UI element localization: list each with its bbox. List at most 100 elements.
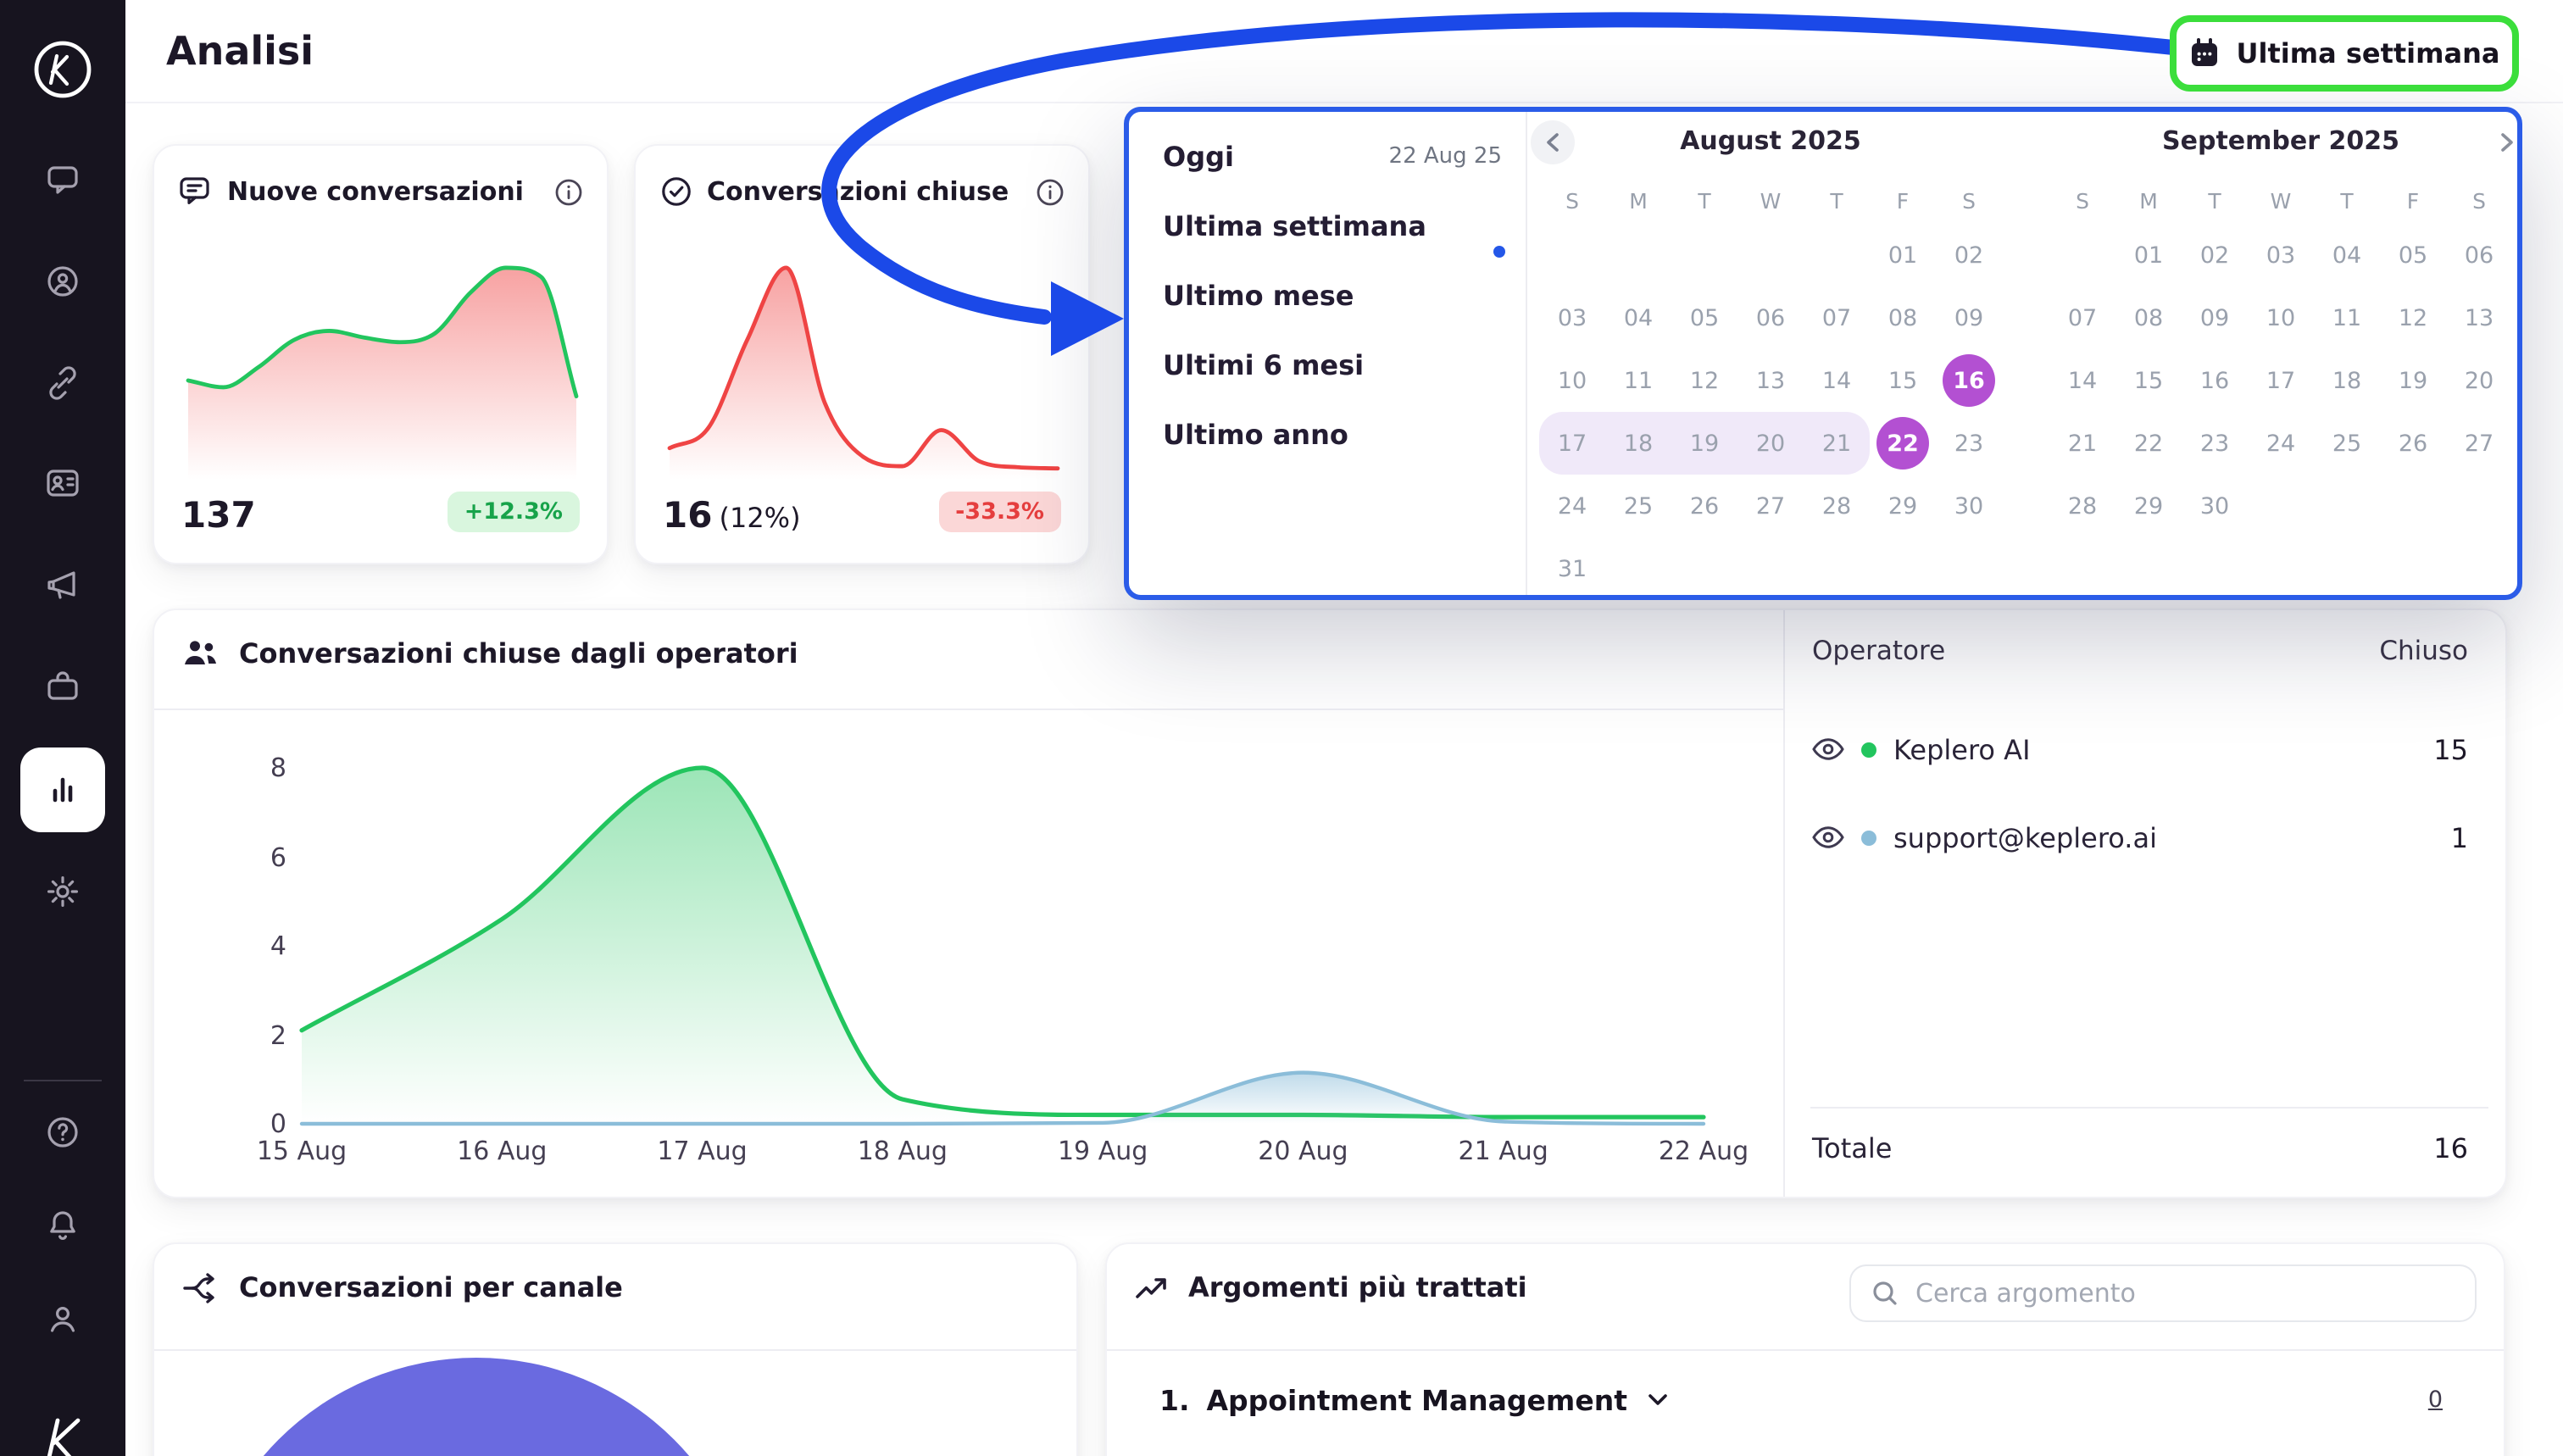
calendar-day-02[interactable]: 02 — [2199, 242, 2230, 269]
calendar-day-23[interactable]: 23 — [1954, 430, 1984, 457]
calendar-day-16[interactable]: 16 — [2199, 367, 2230, 394]
calendar-day-04[interactable]: 04 — [2332, 242, 2362, 269]
calendar-day-24[interactable]: 24 — [1557, 492, 1587, 520]
calendar-day-12[interactable]: 12 — [1689, 367, 1720, 394]
eye-icon[interactable] — [1812, 825, 1844, 849]
bell-icon — [50, 1211, 75, 1240]
calendar-day-22[interactable]: 22 — [1870, 412, 1936, 475]
calendar-day-08[interactable]: 08 — [2133, 304, 2164, 331]
calendar-day-19[interactable]: 19 — [1671, 412, 1737, 475]
weekday-label: T — [2208, 187, 2221, 213]
calendar-day-14[interactable]: 14 — [2067, 367, 2098, 394]
calendar-day-19[interactable]: 19 — [2398, 367, 2428, 394]
sidebar-item-notifications[interactable] — [24, 1186, 102, 1264]
preset-option-oggi[interactable]: Oggi 22 Aug 25 — [1129, 122, 1526, 192]
sidebar-item-contacts[interactable] — [24, 444, 102, 522]
calendar-day-27[interactable]: 27 — [1755, 492, 1786, 520]
sidebar-item-automations[interactable] — [24, 647, 102, 725]
calendar-day-30[interactable]: 30 — [2199, 492, 2230, 520]
topic-list: 1. Appointment Management 0 2. Billing and P… — [1107, 1366, 2504, 1456]
info-icon[interactable] — [1036, 177, 1065, 206]
calendar-day-20[interactable]: 20 — [1737, 412, 1804, 475]
calendar-day-01[interactable]: 01 — [1888, 242, 1918, 269]
stat-card-closed-conversations: Conversazioni chiuse 16 (12%) -33.3% — [634, 144, 1090, 564]
calendar-day-09[interactable]: 09 — [2199, 304, 2230, 331]
preset-option-ultimi-6-mesi[interactable]: Ultimi 6 mesi — [1129, 331, 1526, 400]
calendar-day-10[interactable]: 10 — [2266, 304, 2296, 331]
search-icon — [1871, 1280, 1899, 1307]
calendar-day-26[interactable]: 26 — [2398, 430, 2428, 457]
calendar-day-07[interactable]: 07 — [1821, 304, 1852, 331]
calendar-day-22[interactable]: 22 — [2133, 430, 2164, 457]
calendar-day-11[interactable]: 11 — [1623, 367, 1654, 394]
calendar-day-11[interactable]: 11 — [2332, 304, 2362, 331]
next-month-button[interactable] — [2485, 120, 2529, 164]
calendar-day-29[interactable]: 29 — [2133, 492, 2164, 520]
sidebar-item-ai-agent[interactable] — [24, 242, 102, 320]
info-icon[interactable] — [554, 177, 583, 206]
calendar-day-15[interactable]: 15 — [2133, 367, 2164, 394]
calendar-day-30[interactable]: 30 — [1954, 492, 1984, 520]
sidebar-item-help[interactable] — [24, 1093, 102, 1171]
calendar-day-21[interactable]: 21 — [2067, 430, 2098, 457]
calendar-day-31[interactable]: 31 — [1557, 555, 1587, 582]
topic-row[interactable]: 1. Appointment Management 0 — [1107, 1366, 2504, 1434]
calendar-day-05[interactable]: 05 — [2398, 242, 2428, 269]
keplero-logo[interactable] — [32, 39, 93, 100]
calendar-day-07[interactable]: 07 — [2067, 304, 2098, 331]
calendar-day-26[interactable]: 26 — [1689, 492, 1720, 520]
sidebar-item-integrations[interactable] — [24, 344, 102, 422]
preset-option-ultimo-anno[interactable]: Ultimo anno — [1129, 400, 1526, 470]
calendar-day-18[interactable]: 18 — [2332, 367, 2362, 394]
sidebar-item-analytics[interactable] — [20, 747, 105, 832]
calendar-day-25[interactable]: 25 — [1623, 492, 1654, 520]
operators-area-chart — [299, 765, 1706, 1126]
calendar-day-05[interactable]: 05 — [1689, 304, 1720, 331]
calendar-day-16[interactable]: 16 — [1936, 349, 2002, 412]
calendar-day-06[interactable]: 06 — [2464, 242, 2494, 269]
ops-y-axis: 8 6 4 2 0 — [222, 610, 286, 1197]
search-input[interactable] — [1849, 1264, 2477, 1322]
sidebar-item-profile[interactable] — [24, 1280, 102, 1358]
calendar-empty-cell — [1737, 537, 1804, 600]
calendar-day-06[interactable]: 06 — [1755, 304, 1786, 331]
calendar-day-25[interactable]: 25 — [2332, 430, 2362, 457]
topics-panel: Argomenti più trattati 1. Appointment Man… — [1105, 1242, 2505, 1456]
calendar-day-12[interactable]: 12 — [2398, 304, 2428, 331]
calendar-day-28[interactable]: 28 — [1821, 492, 1852, 520]
calendar-day-09[interactable]: 09 — [1954, 304, 1984, 331]
sidebar-item-settings[interactable] — [24, 853, 102, 931]
eye-icon[interactable] — [1812, 737, 1844, 761]
card-value: 16 (12%) — [663, 495, 801, 536]
topic-count-link[interactable]: 0 — [2427, 1387, 2443, 1414]
calendar-day-04[interactable]: 04 — [1623, 304, 1654, 331]
calendar-day-27[interactable]: 27 — [2464, 430, 2494, 457]
calendar-day-02[interactable]: 02 — [1954, 242, 1984, 269]
calendar-empty-cell — [1804, 224, 1870, 286]
sidebar-item-conversations[interactable] — [24, 141, 102, 219]
calendar-day-01[interactable]: 01 — [2133, 242, 2164, 269]
calendar-day-21[interactable]: 21 — [1804, 412, 1870, 475]
calendar-day-03[interactable]: 03 — [1557, 304, 1587, 331]
topic-row[interactable]: 2. Billing and Payments — [1107, 1434, 2504, 1456]
calendar-day-29[interactable]: 29 — [1888, 492, 1918, 520]
preset-option-ultimo-mese[interactable]: Ultimo mese — [1129, 261, 1526, 331]
calendar-day-15[interactable]: 15 — [1888, 367, 1918, 394]
calendar-day-20[interactable]: 20 — [2464, 367, 2494, 394]
calendar-day-17[interactable]: 17 — [2266, 367, 2296, 394]
calendar-day-24[interactable]: 24 — [2266, 430, 2296, 457]
calendar-day-17[interactable]: 17 — [1539, 412, 1605, 475]
calendar-day-10[interactable]: 10 — [1557, 367, 1587, 394]
calendar-day-08[interactable]: 08 — [1888, 304, 1918, 331]
sidebar-item-campaigns[interactable] — [24, 546, 102, 624]
calendar-day-03[interactable]: 03 — [2266, 242, 2296, 269]
calendar-day-18[interactable]: 18 — [1605, 412, 1671, 475]
calendar-day-14[interactable]: 14 — [1821, 367, 1852, 394]
preset-option-ultima-settimana[interactable]: Ultima settimana — [1129, 192, 1526, 261]
date-range-button[interactable]: Ultima settimana — [2188, 37, 2500, 69]
calendar-day-13[interactable]: 13 — [2464, 304, 2494, 331]
calendar-day-28[interactable]: 28 — [2067, 492, 2098, 520]
calendar-day-23[interactable]: 23 — [2199, 430, 2230, 457]
calendar-day-13[interactable]: 13 — [1755, 367, 1786, 394]
chevron-down-icon[interactable] — [1648, 1393, 1668, 1407]
